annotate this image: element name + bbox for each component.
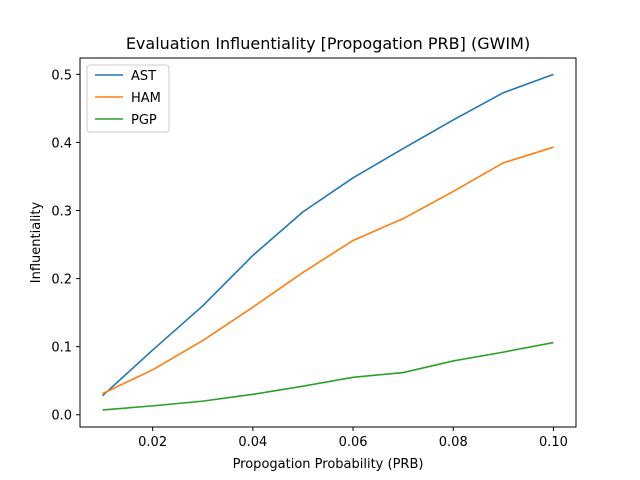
y-tick-label: 0.4	[51, 136, 72, 151]
x-tick-label: 0.06	[339, 435, 368, 450]
legend-label-ham: HAM	[131, 91, 161, 106]
x-tick-label: 0.10	[539, 435, 568, 450]
y-tick-label: 0.2	[51, 273, 72, 288]
x-axis-label: Propogation Probability (PRB)	[233, 457, 424, 472]
chart-title: Evaluation Influentiality [Propogation P…	[126, 34, 530, 53]
series-line-ham	[102, 146, 554, 395]
y-tick-label: 0.0	[51, 409, 72, 424]
y-tick-label: 0.3	[51, 205, 72, 220]
series-line-ast	[102, 73, 554, 397]
plot-area-frame	[79, 57, 577, 428]
legend-label-pgp: PGP	[131, 113, 157, 128]
series-line-pgp	[102, 341, 554, 411]
x-tick-label: 0.04	[238, 435, 267, 450]
legend-label-ast: AST	[131, 69, 156, 84]
y-tick-label: 0.1	[51, 341, 72, 356]
y-axis-label: Influentiality	[29, 201, 44, 283]
legend-box	[86, 64, 170, 133]
x-tick-label: 0.02	[138, 435, 167, 450]
y-tick-label: 0.5	[51, 68, 72, 83]
x-tick-label: 0.08	[439, 435, 468, 450]
